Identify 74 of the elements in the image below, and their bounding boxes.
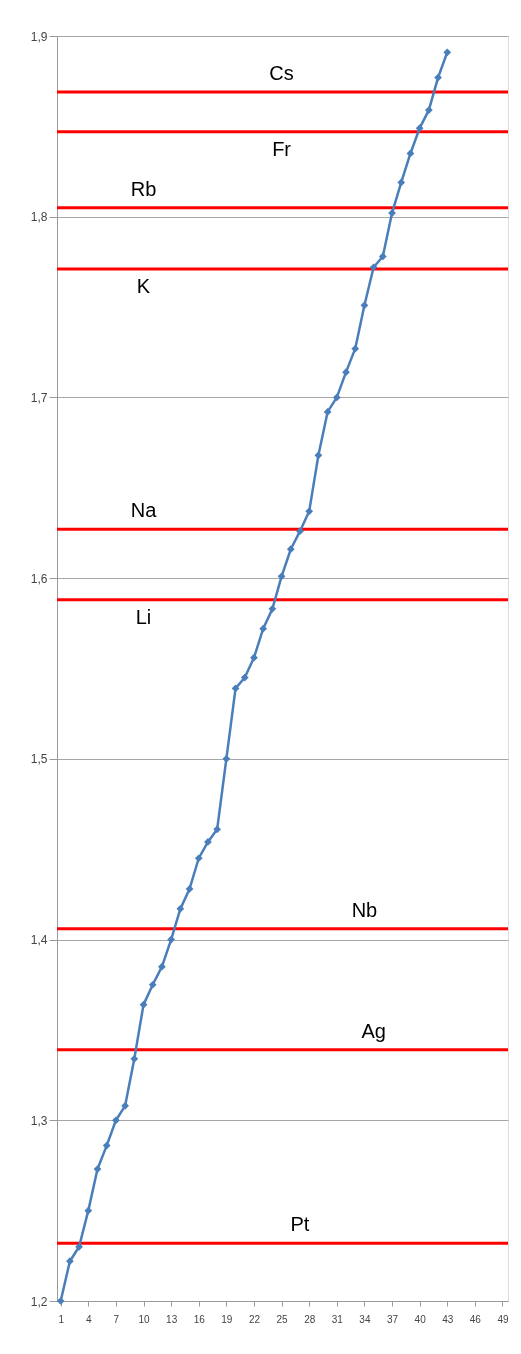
x-tick-label: 4 bbox=[86, 1313, 93, 1325]
ref-line-label: Nb bbox=[351, 898, 378, 921]
point bbox=[323, 408, 332, 416]
x-tick-label: 19 bbox=[221, 1313, 233, 1325]
point bbox=[268, 604, 277, 613]
point bbox=[66, 1257, 74, 1266]
x-tick-label: 25 bbox=[276, 1313, 289, 1325]
y-tick-label: 1,8 bbox=[30, 210, 48, 225]
point bbox=[305, 507, 314, 516]
ref-line-label: K bbox=[136, 275, 151, 298]
x-tick-label: 37 bbox=[386, 1313, 399, 1325]
point bbox=[314, 451, 323, 460]
ref-line-label: Pt bbox=[290, 1213, 310, 1236]
point bbox=[93, 1165, 102, 1173]
y-tick-label: 1,2 bbox=[30, 1294, 48, 1309]
x-tick-label: 31 bbox=[331, 1313, 344, 1325]
point bbox=[231, 684, 240, 693]
x-tick-label: 49 bbox=[497, 1313, 509, 1325]
ref-line-label: Rb bbox=[130, 177, 157, 200]
point bbox=[415, 124, 424, 133]
point bbox=[378, 252, 387, 261]
x-tick-label: 40 bbox=[414, 1313, 427, 1325]
x-tick-label: 28 bbox=[304, 1313, 316, 1325]
point bbox=[351, 344, 360, 353]
x-tick-label: 34 bbox=[359, 1313, 371, 1325]
point bbox=[296, 527, 304, 536]
x-tick-label: 22 bbox=[248, 1313, 261, 1325]
point bbox=[443, 48, 452, 57]
y-tick-label: 1,9 bbox=[30, 29, 48, 44]
x-tick-label: 10 bbox=[138, 1313, 151, 1325]
point bbox=[240, 673, 249, 682]
x-tick-label: 13 bbox=[166, 1313, 178, 1325]
y-tick-label: 1,6 bbox=[30, 571, 48, 586]
point bbox=[259, 624, 268, 633]
point bbox=[130, 1054, 139, 1063]
point bbox=[397, 178, 406, 187]
y-tick-label: 1,7 bbox=[30, 390, 48, 405]
ref-line-label: Fr bbox=[272, 137, 292, 160]
ref-line-label: Ag bbox=[361, 1019, 386, 1042]
x-tick-label: 7 bbox=[113, 1313, 120, 1325]
point bbox=[139, 1000, 148, 1009]
point bbox=[222, 754, 231, 763]
point bbox=[176, 904, 185, 913]
x-tick-label: 43 bbox=[442, 1313, 454, 1325]
point bbox=[56, 1297, 65, 1305]
point bbox=[277, 572, 286, 581]
point bbox=[250, 653, 258, 662]
point bbox=[112, 1116, 120, 1125]
point bbox=[213, 825, 222, 834]
point bbox=[102, 1141, 111, 1150]
point bbox=[121, 1101, 129, 1110]
x-tick-label: 1 bbox=[58, 1313, 65, 1325]
point bbox=[332, 393, 341, 402]
point bbox=[75, 1242, 83, 1251]
point bbox=[424, 106, 433, 114]
x-tick-label: 46 bbox=[469, 1313, 482, 1325]
point bbox=[167, 935, 175, 944]
y-tick-label: 1,4 bbox=[30, 933, 48, 948]
point bbox=[158, 962, 166, 971]
point bbox=[369, 263, 378, 272]
ref-line-label: Li bbox=[135, 605, 152, 628]
point bbox=[360, 301, 369, 310]
point bbox=[185, 885, 194, 893]
ref-line-label: Na bbox=[130, 499, 158, 522]
point bbox=[342, 368, 350, 376]
y-tick-label: 1,5 bbox=[30, 752, 48, 767]
point bbox=[148, 980, 157, 989]
y-tick-label: 1,3 bbox=[30, 1113, 48, 1128]
point bbox=[434, 73, 442, 82]
x-tick-label: 16 bbox=[193, 1313, 206, 1325]
point bbox=[194, 854, 203, 863]
point bbox=[286, 545, 295, 554]
ref-line-label: Cs bbox=[269, 62, 294, 85]
point bbox=[84, 1206, 93, 1215]
